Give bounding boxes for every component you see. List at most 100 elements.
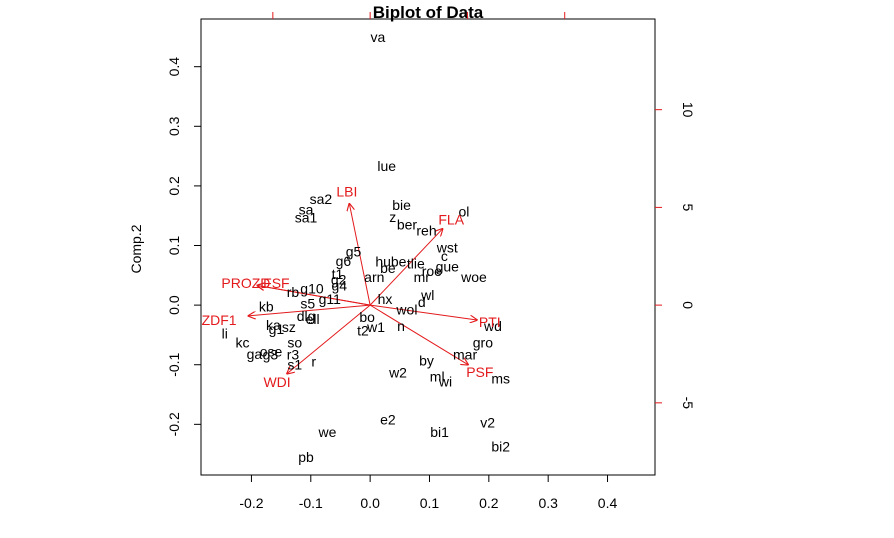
right-tick-label: 0 (680, 301, 696, 309)
point-label-kb: kb (259, 298, 274, 314)
x-tick-label: 0.3 (538, 495, 558, 511)
point-label-sa1: sa1 (295, 209, 318, 225)
arrow-fla (369, 229, 442, 306)
point-label-c: c (441, 248, 448, 264)
arrow-wdi (287, 304, 371, 374)
point-label-z: z (389, 209, 396, 225)
variable-label-zdf1: ZDF1 (202, 312, 237, 328)
x-tick-label: -0.1 (299, 495, 323, 511)
arrow-psf (369, 304, 468, 365)
point-label-rb: rb (287, 284, 300, 300)
point-label-li: li (222, 326, 228, 342)
point-label-r: r (311, 354, 316, 370)
point-label-reh: reh (416, 223, 436, 239)
point-label-gue: gue (436, 258, 460, 274)
variable-label-wdi: WDI (263, 374, 290, 390)
point-label-g2: g2 (331, 271, 347, 287)
point-label-wst: wst (436, 239, 458, 255)
right-tick-label: -5 (680, 397, 696, 410)
variable-label-pti: PTI (479, 314, 501, 330)
point-label-g3: g3 (263, 347, 279, 363)
point-label-wi: wi (438, 373, 452, 389)
point-label-d: d (418, 294, 426, 310)
point-label-g6: g6 (336, 253, 352, 269)
point-label-t1: t1 (332, 266, 344, 282)
y-tick-label: 0.4 (166, 57, 182, 77)
point-label-v2: v2 (480, 415, 495, 431)
point-label-dlg: dlg (297, 308, 316, 324)
point-label-ga: ga (247, 346, 263, 362)
point-label-t2: t2 (357, 323, 369, 339)
point-label-g11: g11 (319, 291, 342, 307)
variable-label-psf: PSF (466, 364, 493, 380)
point-label-hube: hube (375, 254, 406, 270)
point-label-tlie: tlie (407, 255, 425, 271)
right-tick-label: 5 (680, 204, 696, 212)
arrow-pti (370, 304, 477, 320)
y-tick-label: -0.2 (166, 412, 182, 436)
point-label-w2: w2 (388, 364, 407, 380)
point-label-g1: g1 (269, 321, 285, 337)
point-label-wd: wd (483, 318, 502, 334)
x-tick-label: 0.0 (360, 495, 380, 511)
point-label-ms: ms (491, 370, 510, 386)
point-label-lue: lue (377, 158, 396, 174)
point-label-kc: kc (236, 335, 250, 351)
plot-frame (200, 18, 656, 476)
variable-label-prozd: PROZD (221, 275, 270, 291)
y-axis-label: Comp.2 (128, 224, 144, 273)
point-label-w1: w1 (366, 319, 385, 335)
y-tick-label: 0.2 (166, 176, 182, 196)
point-label-e2: e2 (380, 412, 396, 428)
point-label-bi2: bi2 (491, 438, 510, 454)
tick-layer: -0.2 -0.1 0.0 0.1 0.2 0.3 0.4 -0.2 -0.1 0.0 0.1 0.2… (166, 12, 696, 511)
variable-label-lbi: LBI (336, 184, 357, 200)
point-label-gro: gro (473, 335, 493, 351)
point-label-be: be (380, 260, 396, 276)
point-label-ell: ell (306, 311, 320, 327)
point-label-by: by (419, 353, 434, 369)
x-tick-label: 0.4 (598, 495, 618, 511)
y-tick-label: 0.3 (166, 116, 182, 136)
point-label-bie: bie (392, 197, 411, 213)
point-label-g5: g5 (346, 243, 362, 259)
point-label-ber: ber (397, 217, 418, 233)
variable-arrows-layer (248, 204, 476, 374)
point-label-roe: roe (422, 263, 442, 279)
point-label-wl: wl (420, 287, 434, 303)
variable-label-fsf: FSF (263, 275, 289, 291)
point-label-bo: bo (359, 309, 375, 325)
point-label-bi1: bi1 (430, 424, 449, 440)
y-tick-label: -0.1 (166, 352, 182, 376)
x-tick-label: 0.1 (420, 495, 440, 511)
point-label-r3: r3 (287, 347, 300, 363)
point-label-s5: s5 (300, 295, 315, 311)
point-label-pb: pb (298, 449, 314, 465)
right-tick-label: 10 (680, 102, 696, 118)
x-tick-label: 0.2 (479, 495, 499, 511)
point-label-s1: s1 (287, 357, 302, 373)
point-label-ose: ose (260, 344, 283, 360)
arrow-fsf (257, 285, 371, 306)
variable-label-fla: FLA (438, 212, 464, 228)
chart-title: Biplot of Data (373, 3, 484, 22)
point-label-mar: mar (453, 347, 477, 363)
point-label-arn: arn (364, 269, 384, 285)
y-tick-label: 0.1 (166, 236, 182, 256)
point-label-g4: g4 (331, 277, 347, 293)
x-tick-label: -0.2 (239, 495, 263, 511)
point-label-n: n (397, 318, 405, 334)
point-label-wol: wol (395, 301, 417, 317)
point-label-hx: hx (378, 291, 393, 307)
point-label-va: va (370, 29, 385, 45)
arrow-lbi (349, 204, 371, 306)
point-label-g10: g10 (300, 280, 324, 296)
arrow-zdf1 (248, 304, 371, 316)
point-label-sz: sz (282, 319, 296, 335)
point-label-ol: ol (458, 204, 469, 220)
point-label-so: so (287, 335, 302, 351)
